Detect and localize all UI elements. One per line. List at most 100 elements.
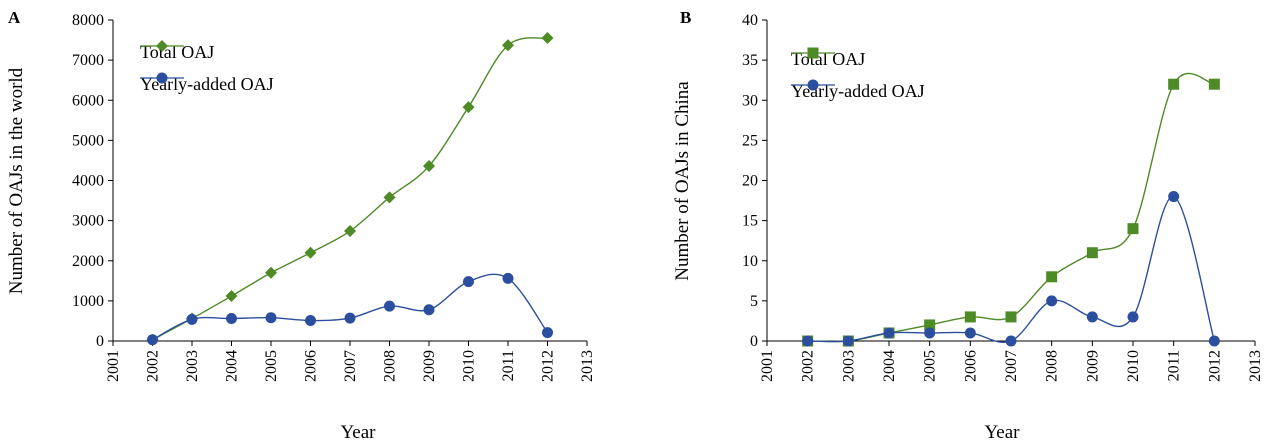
y-tick-label: 5000: [72, 132, 104, 149]
y-tick-label: 25: [742, 132, 758, 149]
data-point: [344, 312, 356, 324]
x-tick-label: 2012: [1206, 350, 1223, 382]
y-tick-label: 3000: [72, 213, 104, 230]
legend-swatch-diamond: [140, 40, 184, 52]
x-tick-label: 2012: [540, 350, 557, 382]
y-tick-label: 35: [742, 52, 758, 69]
data-point: [1168, 191, 1180, 203]
y-tick-label: 0: [96, 333, 104, 350]
y-tick-label: 15: [742, 213, 758, 230]
x-tick-label: 2013: [579, 350, 596, 382]
y-tick-label: 6000: [72, 92, 104, 109]
panel-label: B: [680, 8, 692, 27]
data-point: [924, 319, 936, 331]
legend: Total OAJ Yearly-added OAJ: [140, 36, 274, 100]
x-tick-label: 2001: [759, 350, 776, 382]
data-point: [502, 272, 514, 284]
chart-panel-a: A 0 1000 2000 3000 4000 5000 6000 7000 8000 2001 2…: [0, 0, 635, 445]
data-point: [1208, 78, 1220, 90]
x-tick-label: 2005: [263, 350, 280, 382]
data-point: [924, 327, 936, 339]
legend-item-yearly: Yearly-added OAJ: [140, 68, 274, 100]
data-point: [1086, 247, 1098, 259]
data-point: [344, 225, 356, 238]
data-point: [1005, 335, 1017, 347]
x-tick-label: 2010: [461, 350, 478, 382]
x-tick-label: 2003: [840, 350, 857, 382]
data-point: [542, 327, 553, 339]
y-tick-label: 2000: [72, 253, 104, 270]
data-point: [225, 290, 238, 303]
x-tick-label: 2008: [382, 350, 399, 382]
x-tick-label: 2005: [922, 350, 939, 382]
y-tick-label: 8000: [72, 12, 104, 29]
y-tick-label: 4000: [72, 173, 104, 190]
legend-item-total: Total OAJ: [791, 43, 925, 75]
legend-item-total: Total OAJ: [140, 36, 274, 68]
chart-b-plot: 0 5 10 15 20 25 30 35 40 2001 2002 2003 2004 2005 2006…: [742, 12, 1264, 382]
data-point: [384, 300, 395, 312]
data-point: [1005, 311, 1017, 323]
y-axis-title: Number of OAJs in the world: [6, 67, 27, 295]
x-tick-label: 2009: [1084, 350, 1101, 382]
data-point: [1168, 78, 1180, 90]
data-point: [147, 334, 158, 346]
chart-a-plot: 0 1000 2000 3000 4000 5000 6000 7000 8000 2001 200…: [72, 12, 596, 382]
data-point: [1046, 271, 1058, 283]
y-tick-label: 10: [742, 253, 758, 270]
chart-panel-b: B 0 5 10 15 20 25 30 35 40 2001 2002 2003 2004 2005 20…: [636, 0, 1271, 445]
legend-item-yearly: Yearly-added OAJ: [791, 75, 925, 107]
data-point: [502, 39, 514, 52]
data-point: [304, 246, 317, 259]
y-tick-label: 30: [742, 92, 758, 109]
data-point: [1127, 311, 1139, 323]
data-point: [226, 313, 237, 325]
data-point: [1208, 335, 1220, 347]
legend: Total OAJ Yearly-added OAJ: [791, 43, 925, 107]
x-tick-label: 2013: [1247, 350, 1264, 382]
x-tick-label: 2011: [1166, 350, 1183, 381]
data-point: [964, 311, 976, 323]
data-point: [383, 191, 396, 204]
data-point: [463, 276, 474, 288]
y-tick-label: 20: [742, 173, 758, 190]
data-point: [423, 160, 435, 173]
data-point: [964, 327, 976, 339]
data-point: [265, 312, 277, 324]
data-point: [305, 315, 316, 327]
data-point: [186, 313, 198, 325]
x-tick-label: 2002: [800, 350, 817, 382]
legend-swatch-square: [791, 47, 835, 59]
series-line: [807, 72, 1215, 343]
y-tick-label: 5: [750, 293, 758, 310]
data-point: [1046, 295, 1058, 307]
data-point: [423, 304, 435, 316]
legend-swatch-circle: [140, 72, 184, 84]
x-tick-label: 2010: [1125, 350, 1142, 382]
y-tick-label: 40: [742, 12, 758, 29]
x-tick-label: 2007: [1003, 350, 1020, 382]
data-point: [842, 335, 854, 347]
x-tick-label: 2006: [303, 350, 320, 382]
data-point: [541, 32, 554, 45]
x-tick-label: 2011: [500, 350, 517, 381]
panel-label: A: [8, 8, 21, 27]
data-point: [265, 266, 277, 279]
y-tick-label: 7000: [72, 52, 104, 69]
x-axis-title: Year: [984, 422, 1020, 443]
data-point: [1086, 311, 1098, 323]
x-tick-label: 2004: [881, 350, 898, 382]
x-tick-label: 2009: [421, 350, 438, 382]
data-point: [883, 327, 895, 339]
legend-swatch-circle: [791, 79, 835, 91]
x-axis-title: Year: [340, 422, 376, 443]
data-point: [462, 101, 475, 114]
data-point: [1127, 223, 1139, 235]
y-tick-label: 1000: [72, 293, 104, 310]
x-tick-label: 2001: [105, 350, 122, 382]
data-point: [802, 335, 814, 347]
x-tick-label: 2008: [1044, 350, 1061, 382]
y-tick-label: 0: [750, 333, 758, 350]
x-tick-label: 2003: [184, 350, 201, 382]
x-tick-label: 2004: [224, 350, 241, 382]
